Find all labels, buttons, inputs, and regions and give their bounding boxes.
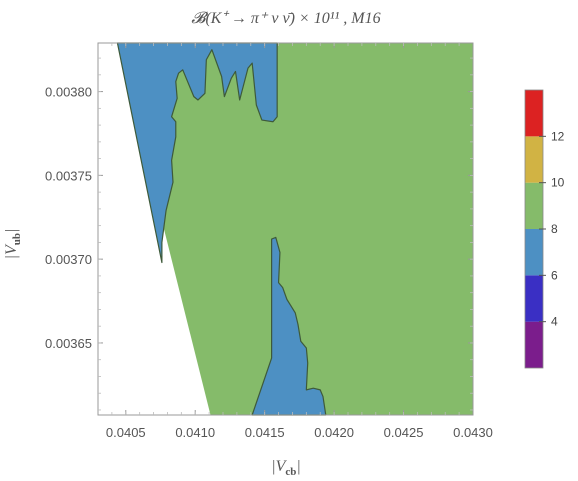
x-tick-label: 0.0410 — [175, 425, 215, 440]
colorbar-band-6-8 — [525, 229, 543, 276]
colorbar-band-10-12 — [525, 136, 543, 183]
x-tick-label: 0.0420 — [314, 425, 354, 440]
plot-area: 0.0405 0.0410 0.0415 0.0420 0.0425 0.0430 0.00… — [45, 42, 493, 440]
plot-frame — [97, 42, 474, 416]
chart-title: 𝓑(K⁺ → π⁺ ν ν̄) × 10¹¹ , M16 — [191, 10, 380, 27]
colorbar: 4 6 8 10 12 — [524, 89, 565, 369]
x-tick-label: 0.0425 — [384, 425, 424, 440]
y-tick-label: 0.00375 — [45, 168, 92, 183]
y-tick-label: 0.00365 — [45, 336, 92, 351]
x-tick-label: 0.0405 — [106, 425, 146, 440]
region-level-6-8-1 — [116, 42, 278, 264]
y-tick-label: 0.00380 — [45, 85, 92, 100]
colorbar-band-12-14 — [525, 90, 543, 137]
colorbar-tick-label: 8 — [551, 222, 558, 236]
y-axis-label: |Vub| — [3, 229, 23, 260]
colorbar-tick-label: 4 — [551, 315, 558, 329]
colorbar-band-8-10 — [525, 182, 543, 229]
region-level-6-8-2 — [251, 236, 327, 416]
x-tick-label: 0.0415 — [245, 425, 285, 440]
y-tick-label: 0.00370 — [45, 252, 92, 267]
x-axis-label: |Vcb| — [271, 458, 301, 478]
colorbar-tick-label: 6 — [551, 268, 558, 282]
colorbar-band-2-4 — [525, 321, 543, 368]
colorbar-tick-label: 10 — [551, 176, 565, 190]
colorbar-tick-label: 12 — [551, 129, 565, 143]
region-level-8-10 — [117, 43, 473, 415]
x-tick-label: 0.0430 — [453, 425, 493, 440]
colorbar-band-4-6 — [525, 275, 543, 322]
